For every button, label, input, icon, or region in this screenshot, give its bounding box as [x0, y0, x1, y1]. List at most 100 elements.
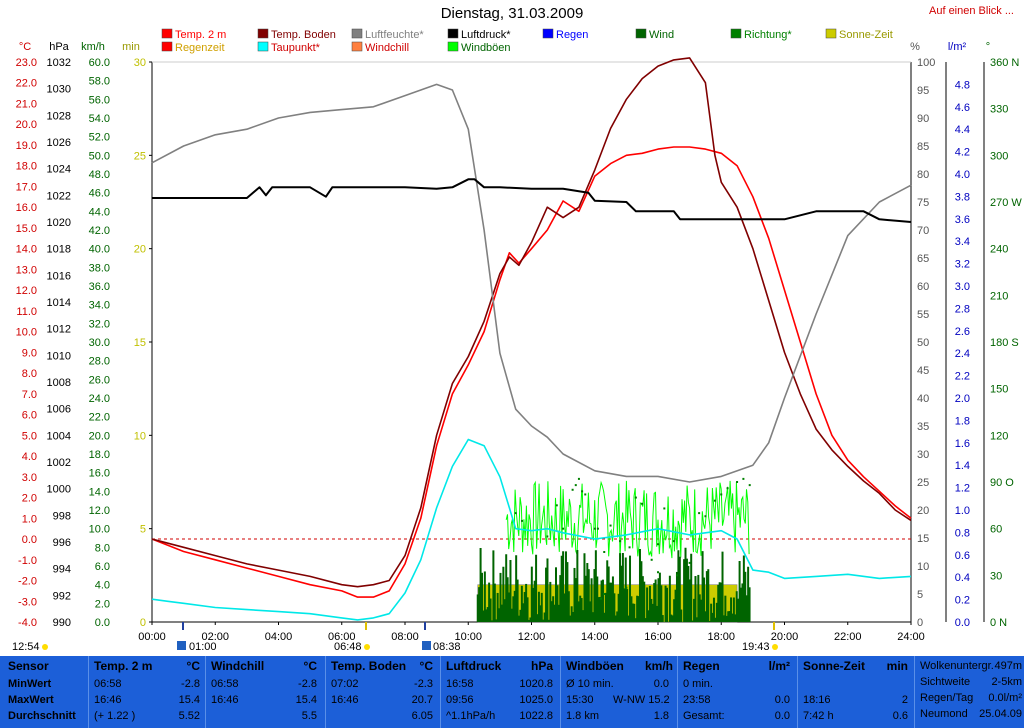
overview-link[interactable]: Auf einen Blick ...	[929, 5, 1014, 17]
moon-icon	[422, 641, 431, 650]
stats-block	[797, 656, 913, 728]
wind-tick: 2.0	[95, 598, 110, 610]
stats-header: Regen	[683, 659, 720, 673]
sensor-header: Sensor	[8, 659, 49, 673]
richtung-point	[720, 493, 723, 496]
wind-tick: 28.0	[89, 356, 110, 368]
rain-tick: 3.8	[955, 191, 970, 203]
time-tick: 08:00	[391, 631, 419, 643]
stats-label: 16:46	[94, 694, 122, 706]
wind-tick: 34.0	[89, 300, 110, 312]
sunrise-label: 12:54	[12, 641, 40, 653]
direction-tick: 270 W	[990, 197, 1022, 209]
legend-label-9: Taupunkt*	[271, 42, 321, 54]
richtung-point	[736, 481, 739, 483]
press-tick: 1008	[47, 377, 71, 389]
stats-value: -2.3	[414, 678, 433, 690]
richtung-point	[704, 515, 707, 518]
legend-label-4: Regen	[556, 29, 588, 41]
humidity-tick: 15	[917, 533, 929, 545]
richtung-point	[619, 540, 622, 543]
press-tick: 998	[53, 510, 71, 522]
rain-tick: 0.2	[955, 595, 970, 607]
legend-swatch	[447, 41, 459, 52]
series-temp--boden	[151, 57, 912, 588]
stats-label: Ø 10 min.	[566, 678, 614, 690]
rain-tick: 4.4	[955, 124, 970, 136]
stats-block	[914, 656, 1024, 728]
stats-value: 1025.0	[519, 694, 553, 706]
wind-tick: 4.0	[95, 580, 110, 592]
wind-tick: 10.0	[89, 524, 110, 536]
stats-label: 18:16	[803, 694, 831, 706]
time-tick: 20:00	[771, 631, 799, 643]
humidity-tick: 30	[917, 449, 929, 461]
wind-tick: 18.0	[89, 449, 110, 461]
direction-tick: 300	[990, 150, 1008, 162]
legend-label-3: Luftdruck*	[461, 29, 511, 41]
time-tick: 00:00	[138, 631, 166, 643]
time-tick: 22:00	[834, 631, 862, 643]
stats-header: Windchill	[211, 659, 265, 673]
wind-tick: 26.0	[89, 374, 110, 386]
richtung-point	[688, 561, 691, 564]
series-luftdruck-	[152, 178, 912, 223]
extra-value: 497m	[994, 660, 1022, 672]
legend-label-10: Windchill	[365, 42, 409, 54]
legend-label-11: Windböen	[461, 42, 511, 54]
press-tick: 1024	[47, 164, 71, 176]
temp-tick: 8.0	[22, 368, 37, 380]
richtung-point	[571, 488, 574, 491]
extra-label: Wolkenuntergr.	[920, 660, 994, 672]
stats-value: 15.4	[178, 694, 200, 706]
stats-value: 0.0	[774, 694, 790, 706]
unit-humidity: %	[910, 41, 920, 53]
direction-tick: 210	[990, 290, 1008, 302]
legend-label-5: Wind	[649, 29, 674, 41]
rain-tick: 0.4	[955, 572, 970, 584]
richtung-point	[603, 551, 606, 553]
rain-tick: 3.4	[955, 236, 970, 248]
richtung-point	[742, 477, 745, 480]
rain-tick: 4.8	[955, 79, 970, 91]
stats-label: 15:30	[566, 694, 594, 706]
sensor-row-label: Durchschnitt	[8, 710, 76, 722]
stats-unit: °C	[186, 659, 200, 673]
stats-value: 1022.8	[519, 710, 553, 722]
stats-block	[325, 656, 438, 728]
legend-swatch	[257, 28, 269, 39]
sunset-label: 19:43	[742, 641, 770, 653]
wind-tick: 16.0	[89, 468, 110, 480]
wind-tick: 6.0	[95, 561, 110, 573]
richtung-point	[650, 558, 653, 561]
extra-label: Regen/Tag	[920, 692, 974, 704]
temp-tick: 0.0	[22, 534, 37, 546]
stats-block	[677, 656, 795, 728]
time-tick: 18:00	[707, 631, 735, 643]
humidity-tick: 90	[917, 113, 929, 125]
sun-icon	[364, 644, 370, 650]
richtung-point	[663, 507, 666, 510]
wind-tick: 46.0	[89, 188, 110, 200]
time-tick: 04:00	[265, 631, 293, 643]
extra-value: 2-5km	[991, 676, 1022, 688]
humidity-tick: 20	[917, 505, 929, 517]
minutes-tick: 5	[140, 524, 146, 536]
richtung-point	[698, 512, 701, 515]
richtung-point	[574, 484, 577, 487]
rain-tick: 4.2	[955, 147, 970, 159]
wind-tick: 40.0	[89, 244, 110, 256]
wind-tick: 38.0	[89, 262, 110, 274]
temp-tick: 9.0	[22, 347, 37, 359]
humidity-tick: 5	[917, 589, 923, 601]
sensor-row-label: MaxWert	[8, 694, 54, 706]
unit-wind: km/h	[81, 41, 105, 53]
press-tick: 994	[53, 564, 71, 576]
stats-label: 09:56	[446, 694, 474, 706]
legend-label-0: Temp. 2 m	[175, 29, 226, 41]
time-tick: 24:00	[897, 631, 925, 643]
unit-direction: °	[986, 41, 990, 53]
stats-label: 16:46	[211, 694, 239, 706]
humidity-tick: 70	[917, 225, 929, 237]
time-tick: 16:00	[644, 631, 672, 643]
